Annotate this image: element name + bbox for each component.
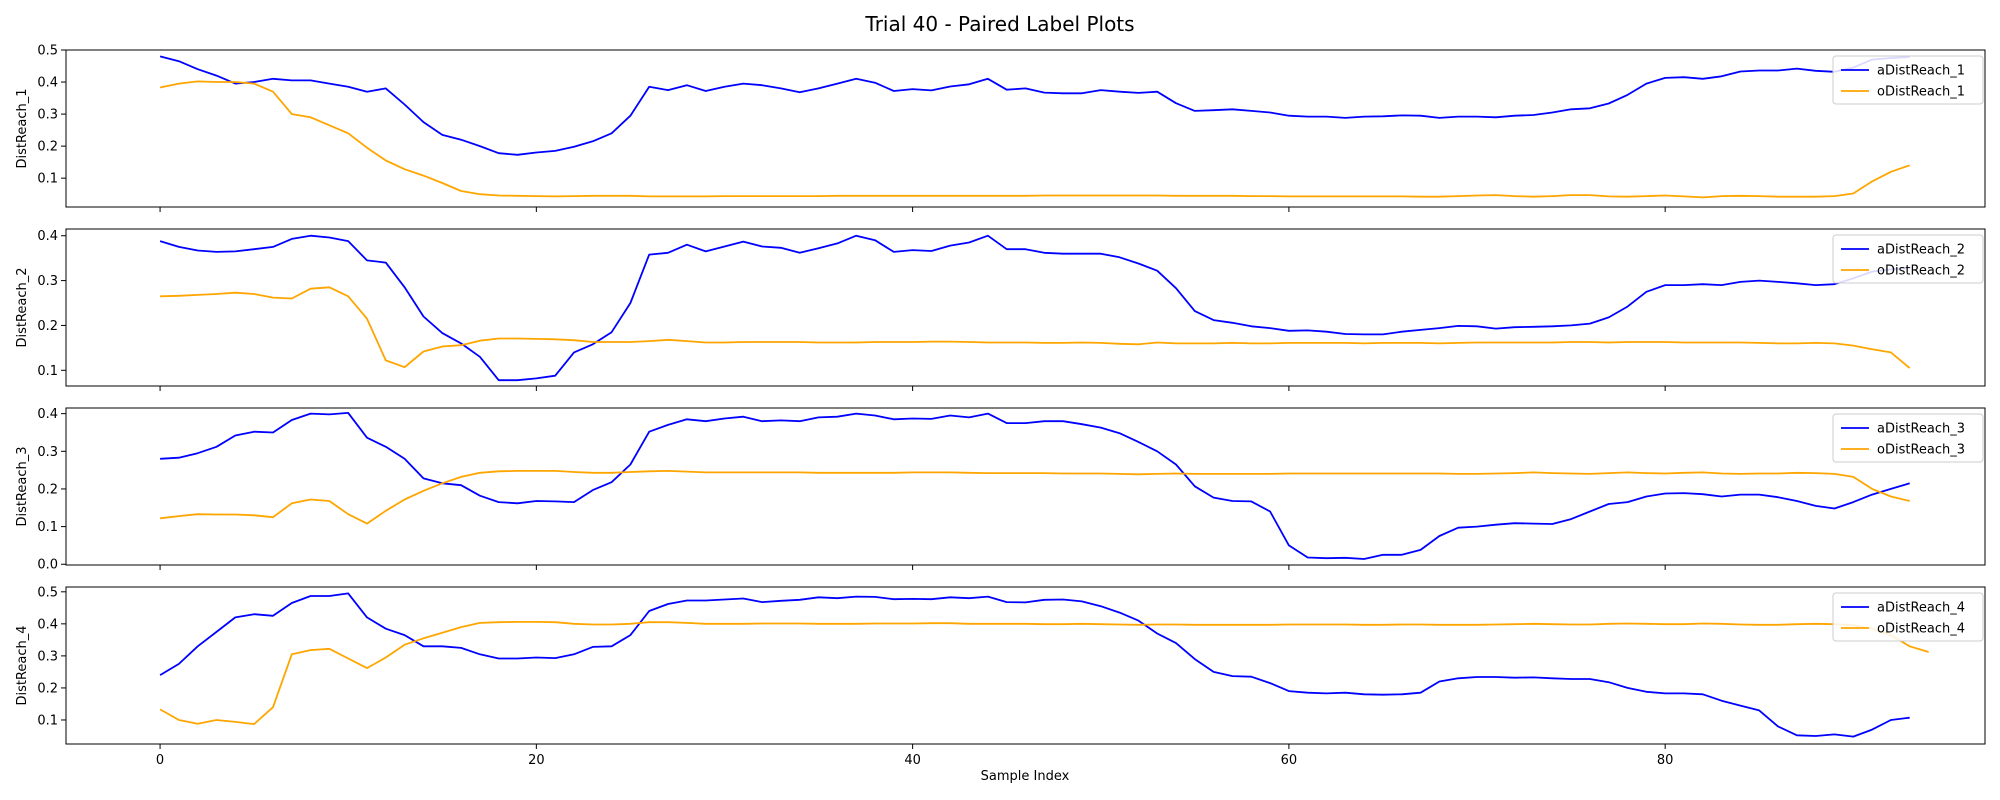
- y-axis-label: DistReach_3: [15, 446, 30, 526]
- legend-box: [1832, 55, 1984, 105]
- axes-frame: [65, 49, 1986, 208]
- series-line-aDistReach_1: [159, 55, 1910, 156]
- series-line-oDistReach_4: [159, 621, 1929, 725]
- subplots: 0.1 0.2 0.3 0.4 0.5 DistReach_1 aDistReach_1 oD…: [15, 44, 1986, 768]
- y-tick-label: 0.2: [37, 482, 58, 497]
- y-tick-label: 0.5: [37, 585, 58, 600]
- legend-entry-aDistReach_4: aDistReach_4: [1877, 601, 1965, 616]
- y-tick-label: 0.3: [37, 108, 58, 123]
- y-tick-label: 0.1: [37, 172, 58, 187]
- x-tick-label: 40: [904, 753, 921, 768]
- y-tick-label: 0.1: [37, 713, 58, 728]
- series-lines: [159, 55, 1910, 199]
- axes-frame: [65, 407, 1986, 566]
- series-line-oDistReach_3: [159, 469, 1910, 525]
- series-lines: [159, 592, 1929, 738]
- series-line-aDistReach_4: [159, 592, 1910, 738]
- legend: aDistReach_2 oDistReach_2: [1832, 234, 1984, 284]
- y-tick-label: 0.4: [37, 617, 58, 632]
- y-tick-label: 0.4: [37, 229, 58, 244]
- y-tick-label: 0.2: [37, 319, 58, 334]
- legend-box: [1832, 592, 1984, 642]
- legend-box: [1832, 413, 1984, 463]
- y-tick-label: 0.4: [37, 76, 58, 91]
- series-line-aDistReach_3: [160, 411, 1910, 560]
- series-line-oDistReach_2: [160, 286, 1911, 369]
- legend-entry-aDistReach_1: aDistReach_1: [1877, 64, 1965, 79]
- y-tick-label: 0.1: [37, 364, 58, 379]
- series-line-aDistReach_2: [159, 234, 1910, 382]
- y-axis-label: DistReach_1: [15, 88, 30, 168]
- legend-entry-oDistReach_4: oDistReach_4: [1877, 622, 1965, 637]
- legend-entry-oDistReach_2: oDistReach_2: [1877, 264, 1965, 279]
- x-tick-label: 60: [1281, 753, 1298, 768]
- series-lines: [159, 234, 1911, 382]
- legend-entry-oDistReach_1: oDistReach_1: [1877, 85, 1965, 100]
- x-tick-label: 80: [1657, 753, 1674, 768]
- legend: aDistReach_4 oDistReach_4: [1832, 592, 1984, 642]
- legend: aDistReach_1 oDistReach_1: [1832, 55, 1984, 105]
- y-axis-label: DistReach_2: [15, 267, 30, 347]
- y-tick-label: 0.2: [37, 681, 58, 696]
- subplot-3: 0.0 0.1 0.2 0.3 0.4 DistReach_3 aDistReach_3 oD…: [15, 407, 1986, 573]
- legend-box: [1832, 234, 1984, 284]
- subplot-2: 0.1 0.2 0.3 0.4 DistReach_2 aDistReach_2 oDist…: [15, 228, 1986, 391]
- series-lines: [159, 411, 1910, 560]
- x-tick-label: 20: [528, 753, 545, 768]
- y-tick-label: 0.1: [37, 520, 58, 535]
- x-tick-label: 0: [156, 753, 164, 768]
- series-line-oDistReach_1: [159, 80, 1910, 199]
- legend-entry-oDistReach_3: oDistReach_3: [1877, 443, 1965, 458]
- y-tick-label: 0.3: [37, 445, 58, 460]
- y-axis-label: DistReach_4: [15, 625, 30, 705]
- axes-frame: [65, 586, 1986, 745]
- y-tick-label: 0.0: [37, 558, 58, 573]
- y-tick-label: 0.5: [37, 44, 58, 59]
- axes-frame: [65, 228, 1986, 387]
- legend-entry-aDistReach_3: aDistReach_3: [1877, 422, 1965, 437]
- y-tick-label: 0.4: [37, 407, 58, 422]
- figure-title: Trial 40 - Paired Label Plots: [864, 12, 1134, 36]
- legend: aDistReach_3 oDistReach_3: [1832, 413, 1984, 463]
- y-tick-label: 0.3: [37, 274, 58, 289]
- subplot-4: 0.1 0.2 0.3 0.4 0.5 0 20 40 60 80 DistReach_4 aDist…: [15, 585, 1986, 768]
- subplot-1: 0.1 0.2 0.3 0.4 0.5 DistReach_1 aDistReach_1 oD…: [15, 44, 1986, 212]
- x-axis-label: Sample Index: [981, 769, 1070, 784]
- legend-entry-aDistReach_2: aDistReach_2: [1877, 243, 1965, 258]
- y-tick-label: 0.2: [37, 140, 58, 155]
- y-tick-label: 0.3: [37, 649, 58, 664]
